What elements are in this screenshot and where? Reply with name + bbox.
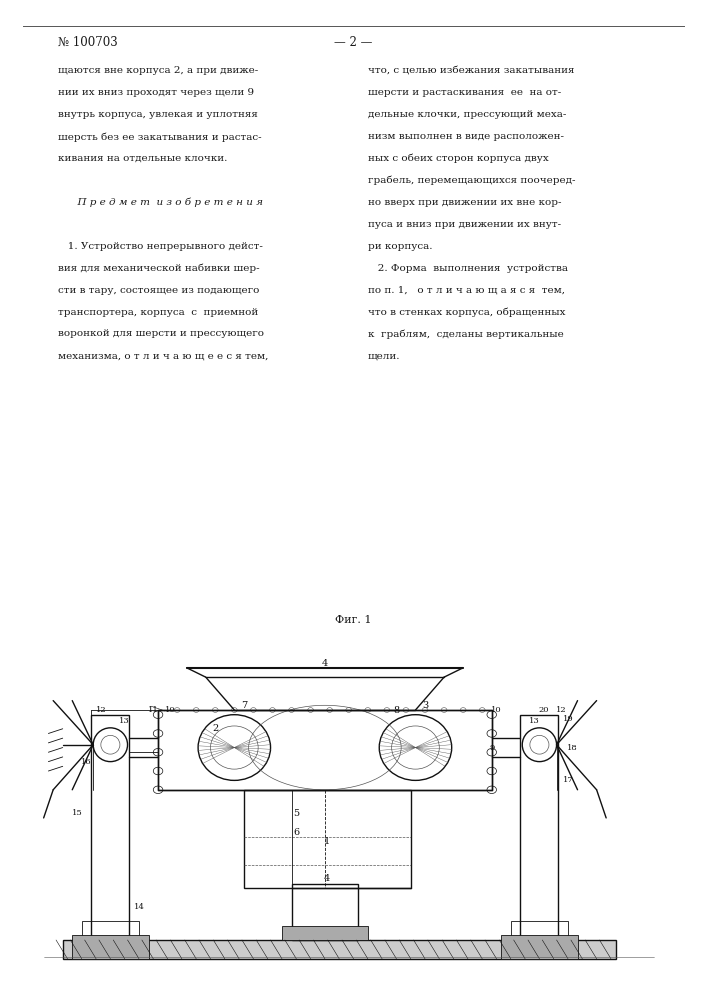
Text: 13: 13 (530, 717, 540, 725)
Bar (72, 935, 148, 959)
Text: 5: 5 (293, 809, 299, 818)
Bar (282, 926, 368, 940)
Text: что в стенках корпуса, обращенных: что в стенках корпуса, обращенных (368, 308, 565, 317)
Text: № 100703: № 100703 (58, 36, 117, 49)
Text: ных с обеих сторон корпуса двух: ных с обеих сторон корпуса двух (368, 154, 549, 163)
Text: 12: 12 (95, 706, 106, 714)
Text: 12: 12 (556, 706, 566, 714)
Text: низм выполнен в виде расположен-: низм выполнен в виде расположен- (368, 132, 563, 141)
Text: щели.: щели. (368, 351, 400, 360)
Text: но вверх при движении их вне кор-: но вверх при движении их вне кор- (368, 198, 561, 207)
Text: 2. Форма  выполнения  устройства: 2. Форма выполнения устройства (368, 264, 568, 273)
Bar (91, 715, 129, 940)
Text: кивания на отдельные клочки.: кивания на отдельные клочки. (58, 154, 227, 163)
Text: дельные клочки, прессующий меха-: дельные клочки, прессующий меха- (368, 110, 566, 119)
Bar (291, 884, 358, 940)
Text: 16: 16 (81, 758, 92, 766)
Text: 8: 8 (393, 706, 399, 715)
Bar (63, 940, 616, 959)
Text: пуса и вниз при движении их внут-: пуса и вниз при движении их внут- (368, 220, 561, 229)
Text: 10: 10 (165, 706, 176, 714)
Bar (511, 921, 568, 940)
Text: П р е д м е т  и з о б р е т е н и я: П р е д м е т и з о б р е т е н и я (58, 198, 263, 207)
Text: внутрь корпуса, увлекая и уплотняя: внутрь корпуса, увлекая и уплотняя (58, 110, 257, 119)
Text: сти в тару, состоящее из подающего: сти в тару, состоящее из подающего (58, 286, 259, 295)
Text: 10: 10 (491, 706, 502, 714)
Text: 4: 4 (322, 659, 328, 668)
Bar (158, 710, 492, 790)
Text: нии их вниз проходят через щели 9: нии их вниз проходят через щели 9 (58, 88, 254, 97)
Text: 19: 19 (563, 715, 573, 723)
Text: 9: 9 (489, 744, 494, 752)
Text: 13: 13 (119, 717, 130, 725)
Text: 20: 20 (539, 706, 549, 714)
Text: 7: 7 (240, 701, 247, 710)
Text: шерсти и растаскивания  ее  на от-: шерсти и растаскивания ее на от- (368, 88, 561, 97)
Bar (82, 921, 139, 940)
Text: транспортера, корпуса  с  приемной: транспортера, корпуса с приемной (58, 308, 258, 317)
Text: Фиг. 1: Фиг. 1 (335, 615, 372, 625)
Text: что, с целью избежания закатывания: что, с целью избежания закатывания (368, 66, 574, 75)
Text: 11: 11 (148, 706, 158, 714)
Text: 3: 3 (422, 701, 428, 710)
Text: по п. 1,   о т л и ч а ю щ а я с я  тем,: по п. 1, о т л и ч а ю щ а я с я тем, (368, 286, 565, 295)
Text: вия для механической набивки шер-: вия для механической набивки шер- (58, 264, 259, 273)
Text: 17: 17 (563, 776, 573, 784)
Text: механизма, о т л и ч а ю щ е е с я тем,: механизма, о т л и ч а ю щ е е с я тем, (58, 351, 268, 360)
Text: 14: 14 (134, 903, 144, 911)
Text: 1. Устройство непрерывного дейст-: 1. Устройство непрерывного дейст- (58, 242, 262, 251)
Text: 18: 18 (568, 744, 578, 752)
Bar (520, 715, 559, 940)
Text: ри корпуса.: ри корпуса. (368, 242, 432, 251)
Text: 2: 2 (212, 724, 218, 733)
Text: 4: 4 (324, 874, 330, 883)
Text: 15: 15 (71, 809, 83, 817)
Text: 6: 6 (293, 828, 299, 837)
Bar (501, 935, 578, 959)
Text: воронкой для шерсти и прессующего: воронкой для шерсти и прессующего (58, 329, 264, 338)
Text: грабель, перемещающихся поочеред-: грабель, перемещающихся поочеред- (368, 176, 575, 185)
Bar (244, 790, 411, 888)
Text: к  граблям,  сделаны вертикальные: к граблям, сделаны вертикальные (368, 329, 563, 339)
Text: шерсть без ее закатывания и растас-: шерсть без ее закатывания и растас- (58, 132, 262, 142)
Text: щаются вне корпуса 2, а при движе-: щаются вне корпуса 2, а при движе- (58, 66, 258, 75)
Text: — 2 —: — 2 — (334, 36, 373, 49)
Text: 1: 1 (324, 837, 330, 846)
